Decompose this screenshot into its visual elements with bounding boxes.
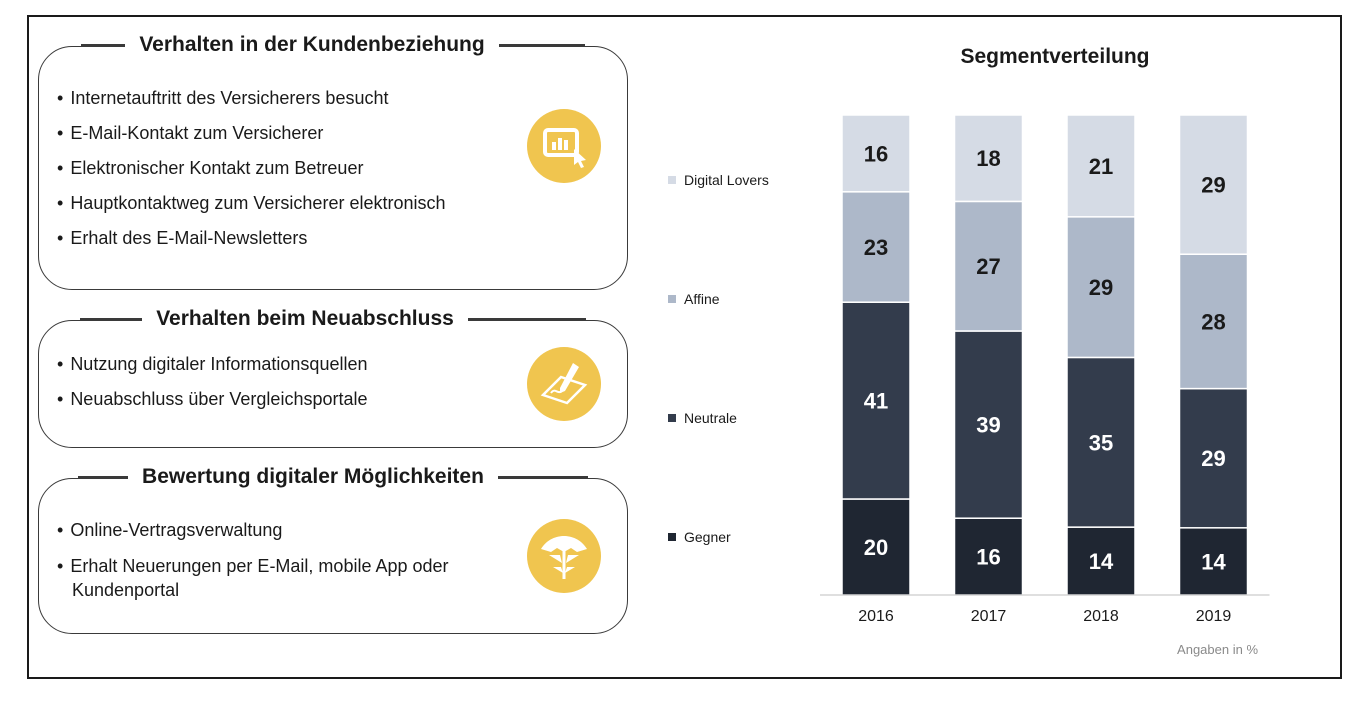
- title-rule-right: [467, 318, 586, 320]
- legend-item-affine: Affine: [668, 291, 720, 307]
- data-label: 28: [1201, 309, 1225, 334]
- data-label: 16: [976, 545, 1000, 570]
- x-tick-label: 2018: [1083, 608, 1119, 625]
- bullet-list: Nutzung digitaler Informationsquellen Ne…: [57, 347, 367, 417]
- outer-frame: [27, 15, 1342, 679]
- title-rule-right: [497, 476, 588, 478]
- legend-item-digital-lovers: Digital Lovers: [668, 172, 769, 188]
- digital-screen-touch-icon: [527, 109, 601, 183]
- data-label: 14: [1089, 549, 1114, 574]
- legend-swatch: [668, 533, 676, 541]
- data-label: 41: [864, 389, 888, 414]
- list-item: Internetauftritt des Versicherers besuch…: [57, 81, 446, 116]
- panel-kundenbeziehung: Verhalten in der Kundenbeziehung Interne…: [38, 33, 628, 290]
- data-label: 29: [1201, 173, 1225, 198]
- panel-title: Verhalten beim Neuabschluss: [142, 307, 468, 331]
- bar-segment-digital-lovers-2017: [953, 114, 1024, 203]
- data-label: 20: [864, 535, 888, 560]
- legend-label: Gegner: [684, 529, 731, 545]
- legend-item-neutrale: Neutrale: [668, 410, 737, 426]
- bar-segment-gegner-2018: [1066, 526, 1136, 596]
- bar-segment-neutrale-2016: [841, 301, 911, 500]
- signing-pen-icon: [527, 347, 601, 421]
- title-rule-right: [498, 44, 585, 46]
- bar-segment-neutrale-2018: [1066, 356, 1136, 528]
- data-label: 29: [1089, 275, 1113, 300]
- x-tick-label: 2019: [1196, 608, 1232, 625]
- panel-title: Bewertung digitaler Möglichkeiten: [128, 465, 498, 489]
- list-item: Online-Vertragsverwaltung: [57, 513, 512, 548]
- panel-title: Verhalten in der Kundenbeziehung: [125, 33, 499, 57]
- data-label: 29: [1201, 446, 1225, 471]
- unit-note: Angaben in %: [1177, 642, 1258, 657]
- data-label: 16: [864, 141, 888, 166]
- legend-label: Digital Lovers: [684, 172, 769, 188]
- list-item: E-Mail-Kontakt zum Versicherer: [57, 116, 446, 151]
- legend-label: Neutrale: [684, 410, 737, 426]
- bullet-list: Online-Vertragsverwaltung Erhalt Neuerun…: [57, 513, 512, 602]
- chart-plot: 20 41 23 16 2016 16 39 27 18 2017 14 35 29 21 2018 14 29…: [820, 114, 1270, 625]
- panel-title-row: Verhalten beim Neuabschluss: [39, 307, 627, 331]
- list-item: Erhalt Neuerungen per E-Mail, mobile App…: [57, 554, 512, 602]
- data-label: 14: [1201, 549, 1226, 574]
- legend-swatch: [668, 176, 676, 184]
- title-rule-left: [81, 44, 126, 46]
- data-label: 39: [976, 413, 1000, 438]
- list-item: Hauptkontaktweg zum Versicherer elektron…: [57, 186, 445, 221]
- panel-title-row: Bewertung digitaler Möglichkeiten: [39, 465, 627, 489]
- legend-swatch: [668, 414, 676, 422]
- bar-segment-digital-lovers-2019: [1178, 114, 1249, 255]
- list-item: Neuabschluss über Vergleichsportale: [57, 382, 367, 417]
- x-tick-label: 2017: [971, 608, 1007, 625]
- bar-segment-affine-2018: [1066, 216, 1136, 359]
- umbrella-icon: [527, 519, 601, 593]
- list-item: Elektronischer Kontakt zum Betreuer: [57, 151, 446, 186]
- data-label: 21: [1089, 154, 1113, 179]
- data-label: 18: [976, 146, 1000, 171]
- title-rule-left: [80, 318, 143, 320]
- panel-neuabschluss: Verhalten beim Neuabschluss Nutzung digi…: [38, 307, 628, 448]
- bar-segment-affine-2016: [841, 191, 911, 303]
- x-tick-label: 2016: [858, 608, 894, 625]
- title-rule-left: [78, 476, 129, 478]
- panel-bewertung: Bewertung digitaler Möglichkeiten Online…: [38, 465, 628, 634]
- chart-title: Segmentverteilung: [960, 45, 1150, 68]
- bar-segment-digital-lovers-2016: [841, 114, 911, 193]
- bar-segment-digital-lovers-2018: [1066, 114, 1136, 218]
- panel-title-row: Verhalten in der Kundenbeziehung: [39, 33, 627, 57]
- list-item: Nutzung digitaler Informationsquellen: [57, 347, 367, 382]
- legend-swatch: [668, 295, 676, 303]
- bar-segment-affine-2017: [953, 200, 1024, 332]
- legend-item-gegner: Gegner: [668, 529, 731, 545]
- data-label: 23: [864, 235, 888, 260]
- segment-chart: Segmentverteilung Digital Lovers Affine Ne…: [650, 30, 1330, 670]
- bullet-list: Internetauftritt des Versicherers besuch…: [57, 81, 446, 256]
- legend-label: Affine: [684, 291, 720, 307]
- data-label: 27: [976, 254, 1000, 279]
- list-item: Erhalt des E-Mail-Newsletters: [57, 221, 446, 256]
- data-label: 35: [1089, 430, 1113, 455]
